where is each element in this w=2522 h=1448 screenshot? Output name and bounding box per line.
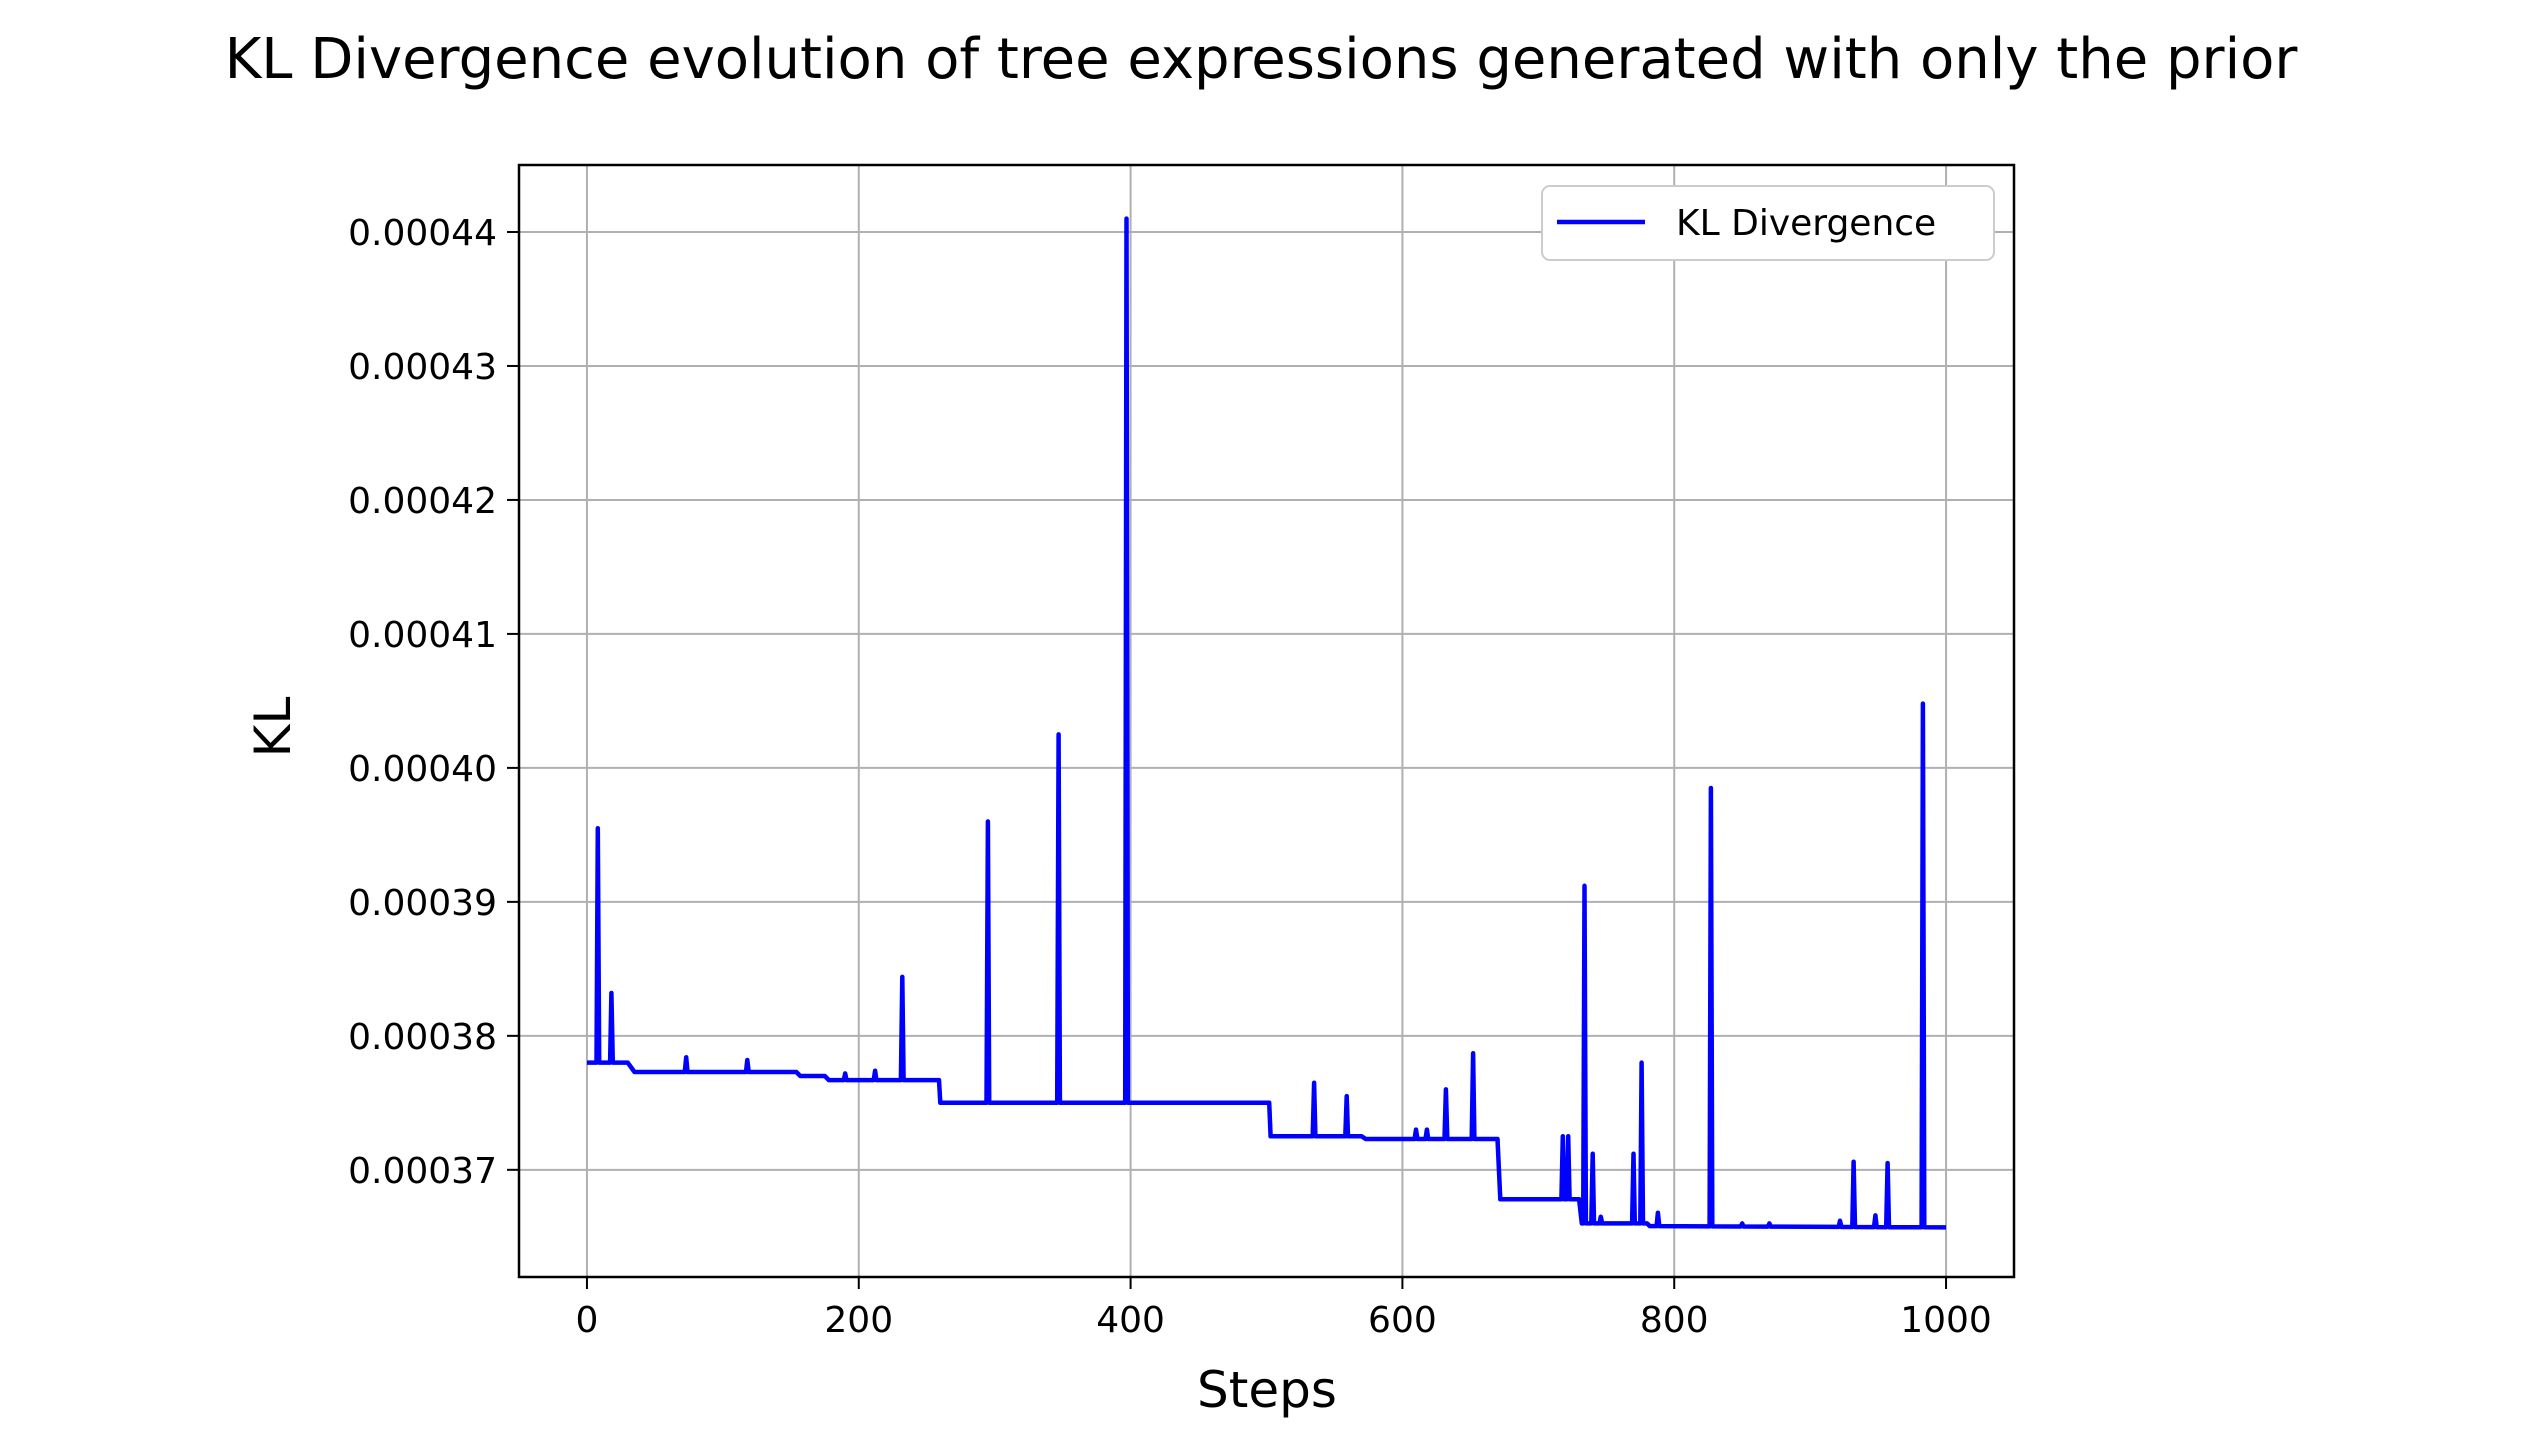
x-tick-label: 0 (576, 1300, 599, 1341)
series-line-kl-divergence (587, 216, 1947, 1230)
y-axis-label: KL (244, 697, 302, 758)
y-tick-label: 0.00043 (348, 347, 497, 388)
series-layer (587, 216, 1947, 1230)
y-tick-label: 0.00039 (348, 883, 497, 924)
y-tick-label: 0.00038 (348, 1017, 497, 1058)
x-tick-label: 200 (824, 1300, 893, 1341)
x-tick-label: 1000 (1900, 1300, 1992, 1341)
legend-label: KL Divergence (1676, 203, 1936, 244)
y-tick-label: 0.00044 (348, 213, 497, 254)
x-tick-label: 400 (1096, 1300, 1165, 1341)
legend: KL Divergence (1541, 185, 1995, 261)
legend-box (1541, 185, 1995, 261)
x-tick-label: 600 (1368, 1300, 1437, 1341)
x-axis-label: Steps (1197, 1361, 1337, 1419)
plot-area-frame (517, 163, 2016, 1279)
y-tick-label: 0.00040 (348, 749, 497, 790)
x-tick-label: 800 (1640, 1300, 1709, 1341)
chart-title: KL Divergence evolution of tree expressi… (225, 27, 2299, 92)
grid-lines (519, 165, 2014, 1277)
y-tick-label: 0.00037 (348, 1151, 497, 1192)
y-axis-ticks: 0.00037 0.00038 0.00039 0.00040 0.00041 0.000… (348, 213, 519, 1192)
y-tick-label: 0.00041 (348, 615, 497, 656)
x-axis-ticks: 0 200 400 600 800 1000 (576, 1277, 1992, 1341)
y-tick-label: 0.00042 (348, 481, 497, 522)
